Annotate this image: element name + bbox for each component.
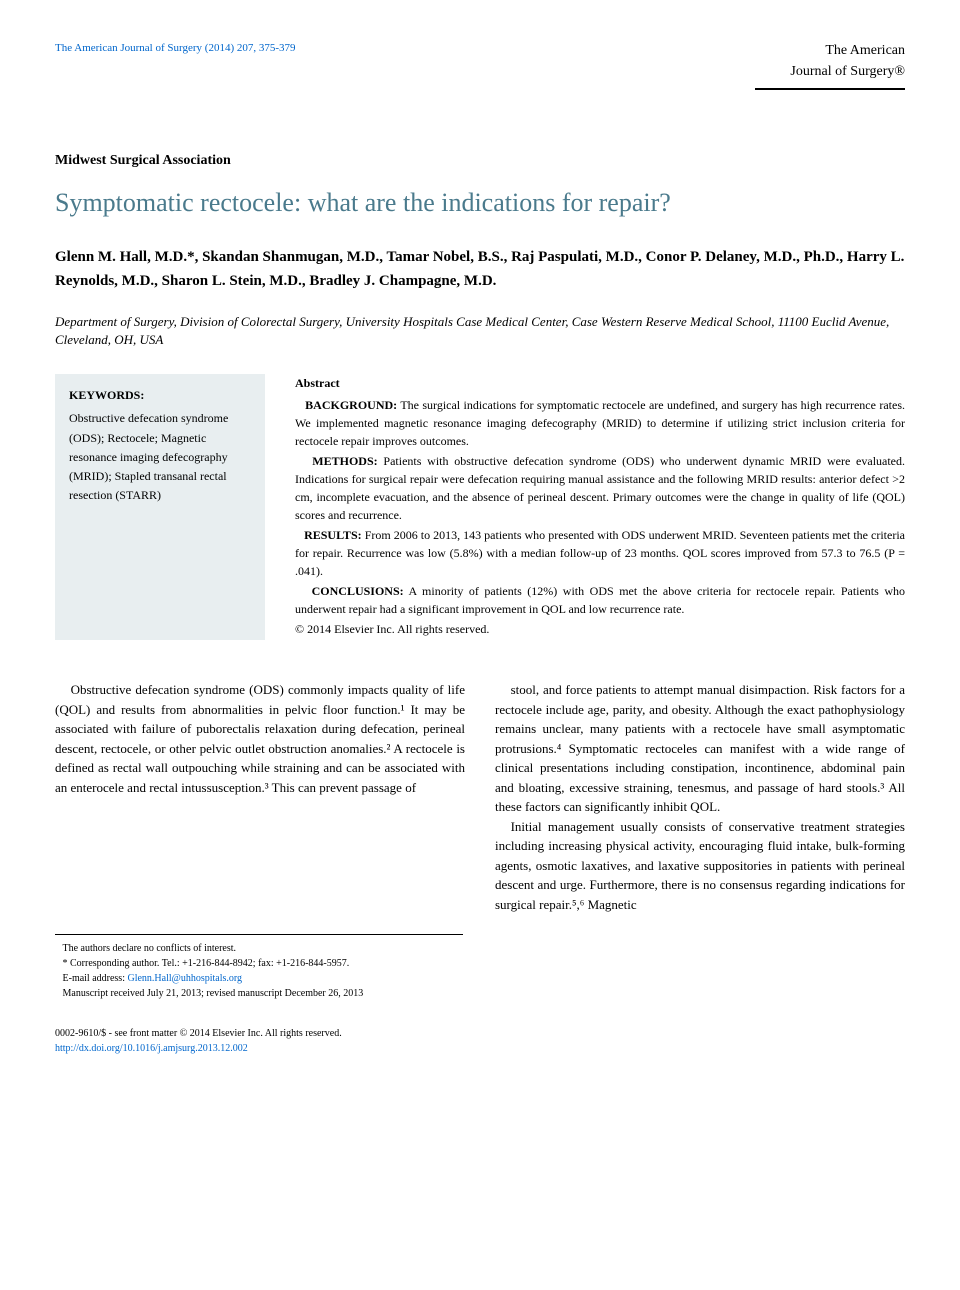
header-row: The American Journal of Surgery (2014) 2… — [55, 40, 905, 90]
footnotes: The authors declare no conflicts of inte… — [55, 934, 463, 1001]
footnote-conflicts: The authors declare no conflicts of inte… — [55, 941, 463, 956]
abstract-background: BACKGROUND: The surgical indications for… — [295, 396, 905, 450]
abstract-results: RESULTS: From 2006 to 2013, 143 patients… — [295, 526, 905, 580]
footer-left: 0002-9610/$ - see front matter © 2014 El… — [55, 1026, 342, 1056]
body-paragraph-3: Initial management usually consists of c… — [495, 817, 905, 915]
background-label: BACKGROUND: — [305, 398, 397, 412]
footnote-email: E-mail address: Glenn.Hall@uhhospitals.o… — [55, 971, 463, 986]
body-paragraph-2: stool, and force patients to attempt man… — [495, 680, 905, 817]
footer-row: 0002-9610/$ - see front matter © 2014 El… — [55, 1026, 905, 1056]
body-column-left: Obstructive defecation syndrome (ODS) co… — [55, 680, 465, 914]
footnote-manuscript: Manuscript received July 21, 2013; revis… — [55, 986, 463, 1001]
methods-label: METHODS: — [312, 454, 377, 468]
conclusions-label: CONCLUSIONS: — [312, 584, 404, 598]
methods-text: Patients with obstructive defecation syn… — [295, 454, 905, 522]
doi-link[interactable]: http://dx.doi.org/10.1016/j.amjsurg.2013… — [55, 1043, 248, 1054]
affiliation: Department of Surgery, Division of Color… — [55, 313, 905, 349]
footer-copyright: 0002-9610/$ - see front matter © 2014 El… — [55, 1026, 342, 1041]
body-column-right: stool, and force patients to attempt man… — [495, 680, 905, 914]
article-title: Symptomatic rectocele: what are the indi… — [55, 186, 905, 220]
logo-line-2: Journal of Surgery® — [755, 61, 905, 82]
authors-list: Glenn M. Hall, M.D.*, Skandan Shanmugan,… — [55, 245, 905, 293]
section-label: Midwest Surgical Association — [55, 150, 905, 171]
abstract-methods: METHODS: Patients with obstructive defec… — [295, 452, 905, 524]
results-text: From 2006 to 2013, 143 patients who pres… — [295, 528, 905, 578]
body-paragraph-1: Obstructive defecation syndrome (ODS) co… — [55, 680, 465, 797]
journal-reference: The American Journal of Surgery (2014) 2… — [55, 40, 296, 57]
keywords-heading: KEYWORDS: — [69, 386, 251, 405]
logo-line-1: The American — [755, 40, 905, 61]
body-columns: Obstructive defecation syndrome (ODS) co… — [55, 680, 905, 914]
abstract-copyright: © 2014 Elsevier Inc. All rights reserved… — [295, 620, 905, 638]
journal-logo: The American Journal of Surgery® — [755, 40, 905, 90]
keywords-box: KEYWORDS: Obstructive defecation syndrom… — [55, 374, 265, 640]
abstract-heading: Abstract — [295, 374, 905, 392]
keywords-items: Obstructive defecation syndrome (ODS); R… — [69, 409, 251, 505]
abstract-column: Abstract BACKGROUND: The surgical indica… — [295, 374, 905, 640]
footnote-corresponding: * Corresponding author. Tel.: +1-216-844… — [55, 956, 463, 971]
email-link[interactable]: Glenn.Hall@uhhospitals.org — [127, 973, 242, 984]
keywords-abstract-row: KEYWORDS: Obstructive defecation syndrom… — [55, 374, 905, 640]
abstract-conclusions: CONCLUSIONS: A minority of patients (12%… — [295, 582, 905, 618]
results-label: RESULTS: — [304, 528, 362, 542]
